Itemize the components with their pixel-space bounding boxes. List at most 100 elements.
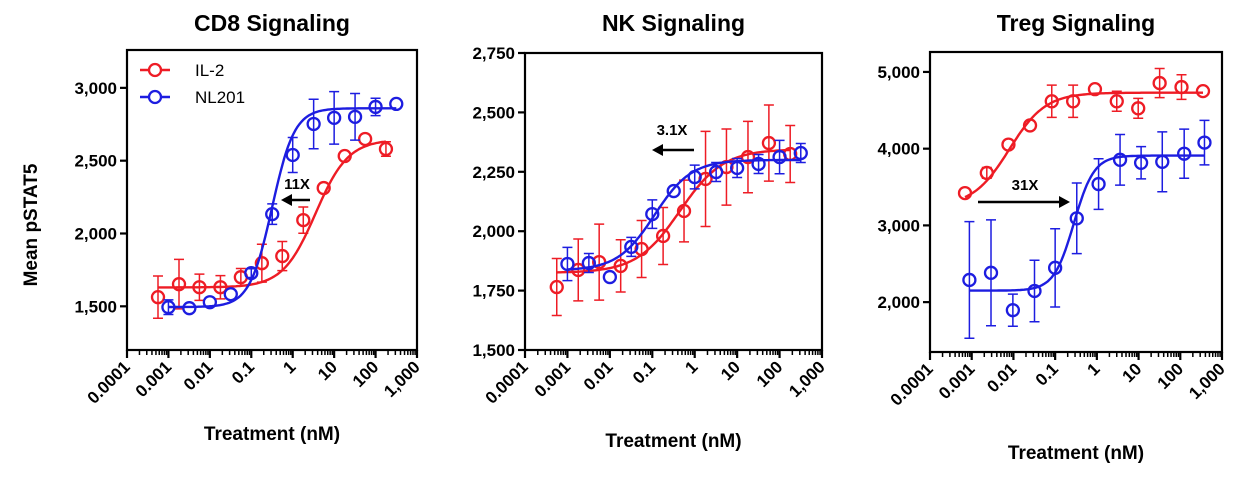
x-tick-label: 0.0001 (84, 357, 134, 407)
data-point (1131, 101, 1146, 116)
y-tick-label: 3,000 (877, 216, 920, 235)
data-point (296, 212, 311, 228)
y-tick-label: 1,500 (74, 297, 117, 316)
x-tick-label: 0.0001 (482, 357, 532, 407)
error-bar (1007, 293, 1018, 328)
x-tick-label: 100 (753, 357, 786, 390)
data-point (171, 277, 187, 292)
data-point (560, 256, 575, 272)
error-bar (1176, 74, 1187, 101)
x-tick-label: 10 (314, 357, 341, 384)
fold-change-label: 11X (284, 176, 310, 193)
x-tick-label: 0.1 (228, 357, 258, 387)
fit-curve (168, 107, 397, 309)
error-bar (551, 257, 562, 317)
chart-panel-2: NK Signaling 1,500 1,750 2,000 2,250 2,500 2,7… (472, 10, 828, 452)
error-bar (615, 239, 626, 293)
data-point (368, 99, 383, 115)
x-tick-label: 1,000 (785, 357, 829, 401)
data-point (1005, 303, 1021, 318)
data-point (666, 183, 681, 199)
data-point (761, 135, 777, 151)
error-bar (1157, 131, 1168, 193)
error-bar (152, 275, 163, 320)
data-point (1091, 176, 1106, 192)
data-point (979, 165, 994, 181)
error-bar (647, 199, 658, 230)
y-tick-label: 2,500 (74, 152, 117, 171)
error-bar (298, 206, 309, 234)
error-bar (1068, 84, 1079, 119)
x-tick-label: 0.0001 (887, 359, 937, 409)
error-bar (774, 139, 785, 175)
error-bar (562, 246, 573, 282)
data-point (202, 295, 218, 310)
legend-label: NL201 (195, 88, 245, 107)
error-bar (1029, 259, 1040, 323)
y-tick-label: 5,000 (877, 63, 920, 82)
data-point (1109, 94, 1124, 109)
x-tick-label: 0.001 (132, 357, 176, 401)
arrow-head-icon (652, 144, 663, 156)
data-point (378, 141, 394, 157)
error-bar (1046, 84, 1057, 119)
x-tick-label: 100 (1154, 359, 1187, 392)
x-axis-label: Treatment (nM) (204, 424, 340, 445)
data-point (1001, 137, 1016, 152)
x-axis-label: Treatment (nM) (1008, 443, 1144, 464)
y-tick-label: 2,000 (877, 293, 920, 312)
x-tick-label: 0.01 (180, 357, 217, 394)
error-bar (689, 164, 700, 190)
x-tick-label: 10 (1119, 359, 1146, 386)
legend-label: IL-2 (195, 61, 224, 80)
y-tick-label: 3,000 (74, 79, 117, 98)
data-point (192, 280, 207, 295)
error-bar (1050, 227, 1061, 308)
data-point (676, 203, 692, 219)
legend-marker (147, 62, 163, 78)
series-il-2 (150, 131, 394, 320)
error-bar (964, 220, 975, 340)
error-bar (1154, 67, 1165, 99)
x-tick-label: 0.1 (629, 357, 659, 387)
series-nl201 (962, 119, 1212, 340)
error-bar (287, 136, 298, 174)
data-point (1197, 135, 1212, 150)
data-point (316, 180, 331, 196)
y-axis-label: Mean pSTAT5 (21, 163, 42, 286)
y-tick-label: 2,500 (472, 103, 515, 122)
data-point (337, 148, 352, 164)
x-tick-label: 1,000 (1185, 359, 1229, 403)
error-bar (215, 274, 226, 300)
error-bar (350, 92, 361, 141)
data-point (161, 300, 176, 315)
data-point (708, 164, 724, 180)
error-bar (329, 90, 340, 145)
data-point (1069, 211, 1084, 226)
data-point (581, 255, 597, 271)
fit-curve (556, 148, 791, 274)
data-point (613, 258, 628, 274)
arrow-head-icon (1059, 196, 1070, 208)
data-point (347, 109, 363, 124)
error-bar (785, 124, 796, 184)
chart-panel-3: Treg Signaling 2,000 3,000 4,000 5,000 0.0001… (877, 10, 1228, 464)
x-tick-label: 0.01 (580, 357, 617, 394)
series-nl201 (161, 90, 404, 316)
data-point (1027, 283, 1042, 299)
data-point (223, 287, 238, 302)
y-tick-label: 2,000 (74, 224, 117, 243)
data-point (1022, 118, 1038, 133)
error-bar (700, 130, 711, 228)
data-point (1112, 152, 1128, 167)
y-tick-label: 4,000 (877, 140, 920, 159)
error-bar (1071, 182, 1082, 255)
data-point (772, 149, 787, 165)
error-bar (1199, 119, 1210, 166)
data-point (687, 169, 702, 185)
data-point (645, 206, 660, 222)
y-tick-label: 2,000 (472, 222, 515, 241)
x-tick-label: 1 (681, 357, 701, 377)
data-point (602, 269, 618, 285)
